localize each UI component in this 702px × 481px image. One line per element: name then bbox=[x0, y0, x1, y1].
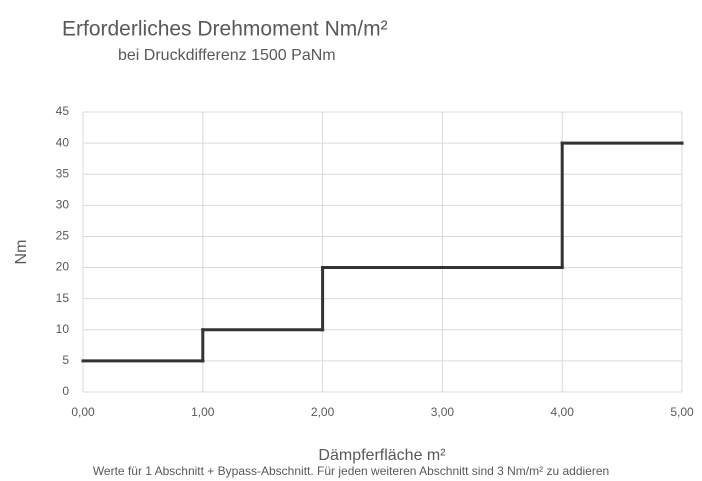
y-axis-label: Nm bbox=[13, 240, 30, 265]
x-tick-label: 1,00 bbox=[191, 405, 215, 419]
footnote: Werte für 1 Abschnitt + Bypass-Abschnitt… bbox=[93, 464, 609, 478]
y-tick-label: 35 bbox=[56, 166, 70, 180]
x-tick-label: 0,00 bbox=[71, 405, 95, 419]
chart-title: Erforderliches Drehmoment Nm/m² bbox=[62, 18, 388, 41]
y-tick-label: 40 bbox=[56, 135, 70, 149]
y-tick-label: 45 bbox=[56, 104, 70, 118]
y-tick-label: 10 bbox=[56, 322, 70, 336]
y-tick-label: 5 bbox=[62, 353, 69, 367]
x-tick-label: 4,00 bbox=[551, 405, 575, 419]
y-tick-label: 20 bbox=[56, 260, 70, 274]
x-tick-label: 5,00 bbox=[670, 405, 694, 419]
y-tick-label: 15 bbox=[56, 291, 70, 305]
y-tick-label: 0 bbox=[62, 384, 69, 398]
chart-subtitle: bei Druckdifferenz 1500 PaNm bbox=[118, 47, 336, 64]
x-tick-label: 2,00 bbox=[311, 405, 335, 419]
y-tick-label: 30 bbox=[56, 198, 70, 212]
x-tick-label: 3,00 bbox=[431, 405, 455, 419]
y-tick-label: 25 bbox=[56, 229, 70, 243]
x-axis-label: Dämpferfläche m² bbox=[318, 447, 446, 464]
